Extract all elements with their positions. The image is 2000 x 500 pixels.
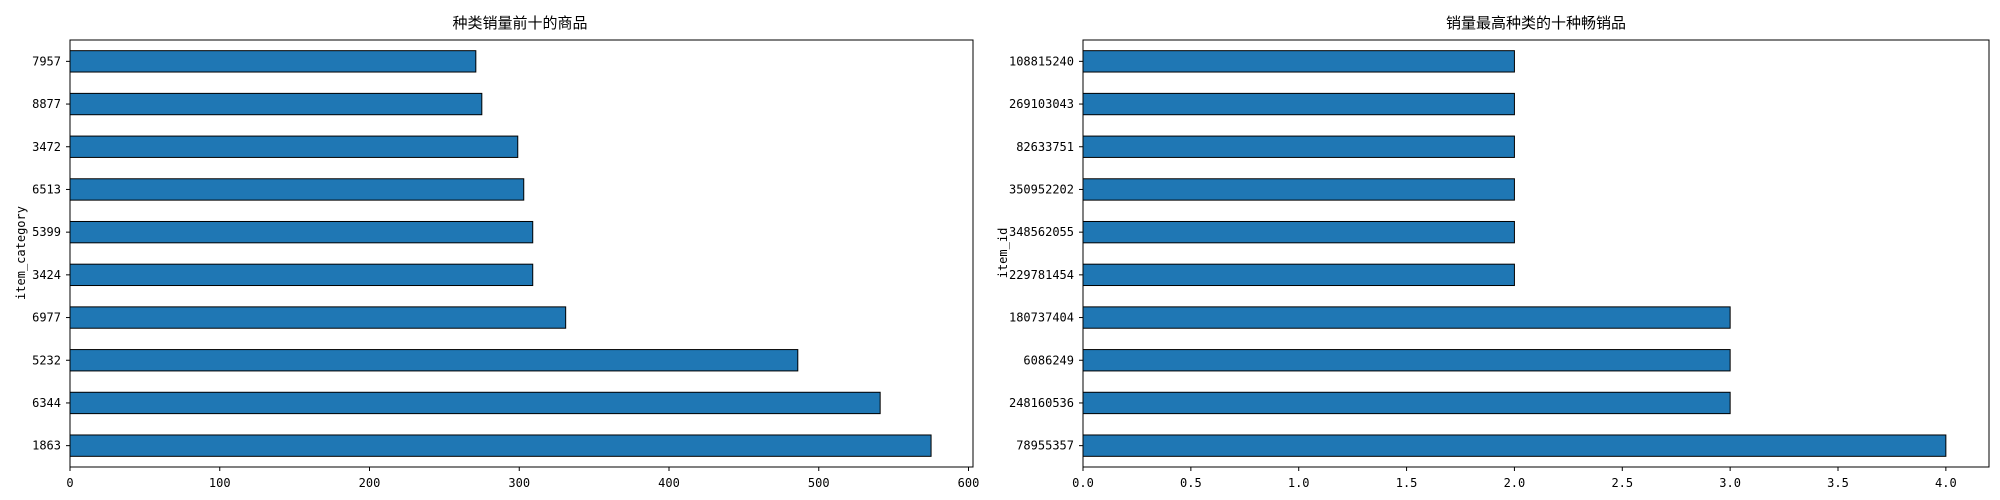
y-tick-label: 78955357 bbox=[1016, 439, 1074, 453]
chart-title: 种类销量前十的商品 bbox=[452, 14, 587, 32]
x-tick-label: 100 bbox=[209, 476, 231, 490]
plot-frame bbox=[1082, 39, 1990, 468]
y-tick-label: 180737404 bbox=[1009, 311, 1074, 325]
y-tick-label: 6344 bbox=[32, 396, 61, 410]
x-tick-label: 2.5 bbox=[1611, 476, 1633, 490]
y-tick-label: 6977 bbox=[32, 311, 61, 325]
bars-group bbox=[69, 50, 932, 457]
y-tick-label: 348562055 bbox=[1009, 225, 1074, 239]
bar-78955357 bbox=[1082, 434, 1947, 457]
plot-frame bbox=[69, 39, 974, 468]
bar-5232 bbox=[69, 349, 799, 372]
y-tick-label: 269103043 bbox=[1009, 97, 1074, 111]
y-tick-label: 7957 bbox=[32, 54, 61, 68]
y-tick-label: 82633751 bbox=[1016, 140, 1074, 154]
bar-248160536 bbox=[1082, 391, 1731, 415]
x-tick-label: 300 bbox=[508, 476, 530, 490]
y-tick-label: 1863 bbox=[32, 439, 61, 453]
bar-1863 bbox=[69, 434, 932, 457]
bar-348562055 bbox=[1082, 220, 1515, 244]
chart-top-categories: 种类销量前十的商品 item_category 1863 6344 5232 6977… bbox=[14, 14, 979, 490]
bar-6977 bbox=[69, 306, 567, 329]
y-tick-label: 229781454 bbox=[1009, 268, 1074, 282]
y-tick-label: 5232 bbox=[32, 353, 61, 367]
bar-6513 bbox=[69, 178, 525, 201]
x-tick-label: 4.0 bbox=[1935, 476, 1957, 490]
x-tick-label: 600 bbox=[958, 476, 980, 490]
x-tick-label: 400 bbox=[658, 476, 680, 490]
x-tick-label: 1.5 bbox=[1396, 476, 1418, 490]
bar-269103043 bbox=[1082, 92, 1515, 116]
y-tick-label: 6086249 bbox=[1023, 353, 1074, 367]
x-tick-label: 3.0 bbox=[1719, 476, 1741, 490]
bar-3472 bbox=[69, 135, 519, 158]
y-tick-label: 6513 bbox=[32, 182, 61, 196]
bar-6344 bbox=[69, 391, 881, 415]
bar-82633751 bbox=[1082, 135, 1515, 158]
y-tick-label: 248160536 bbox=[1009, 396, 1074, 410]
y-tick-label: 5399 bbox=[32, 225, 61, 239]
bars-group bbox=[1082, 50, 1947, 457]
bar-3424 bbox=[69, 263, 534, 287]
x-axis-ticks: 0.0 0.5 1.0 1.5 2.0 2.5 3.0 3.5 4.0 bbox=[1072, 467, 1957, 490]
bar-180737404 bbox=[1082, 306, 1731, 329]
x-tick-label: 3.5 bbox=[1827, 476, 1849, 490]
bar-108815240 bbox=[1082, 50, 1515, 73]
x-tick-label: 500 bbox=[808, 476, 830, 490]
chart-title: 销量最高种类的十种畅销品 bbox=[1446, 14, 1626, 32]
x-tick-label: 1.0 bbox=[1288, 476, 1310, 490]
x-axis-ticks: 0 100 200 300 400 500 600 bbox=[66, 467, 979, 490]
x-tick-label: 0.5 bbox=[1180, 476, 1202, 490]
y-tick-label: 350952202 bbox=[1009, 182, 1074, 196]
x-tick-label: 0.0 bbox=[1072, 476, 1094, 490]
bar-229781454 bbox=[1082, 263, 1515, 287]
y-axis-ticks: 1863 6344 5232 6977 3424 5399 6513 3472 8877 7957 bbox=[32, 54, 70, 453]
chart-top-items: 销量最高种类的十种畅销品 item_id 78955357 248160536 60… bbox=[996, 14, 1990, 490]
bar-7957 bbox=[69, 50, 477, 73]
bar-5399 bbox=[69, 220, 534, 244]
y-tick-label: 8877 bbox=[32, 97, 61, 111]
x-tick-label: 0 bbox=[66, 476, 73, 490]
y-tick-label: 3424 bbox=[32, 268, 61, 282]
x-tick-label: 200 bbox=[359, 476, 381, 490]
bar-8877 bbox=[69, 92, 483, 116]
x-tick-label: 2.0 bbox=[1504, 476, 1526, 490]
bar-350952202 bbox=[1082, 178, 1515, 201]
y-tick-label: 108815240 bbox=[1009, 54, 1074, 68]
y-tick-label: 3472 bbox=[32, 140, 61, 154]
y-axis-ticks: 78955357 248160536 6086249 180737404 2297814… bbox=[1009, 54, 1083, 453]
bar-6086249 bbox=[1082, 349, 1731, 372]
y-axis-label: item_id bbox=[996, 228, 1010, 279]
y-axis-label: item_category bbox=[14, 206, 28, 300]
